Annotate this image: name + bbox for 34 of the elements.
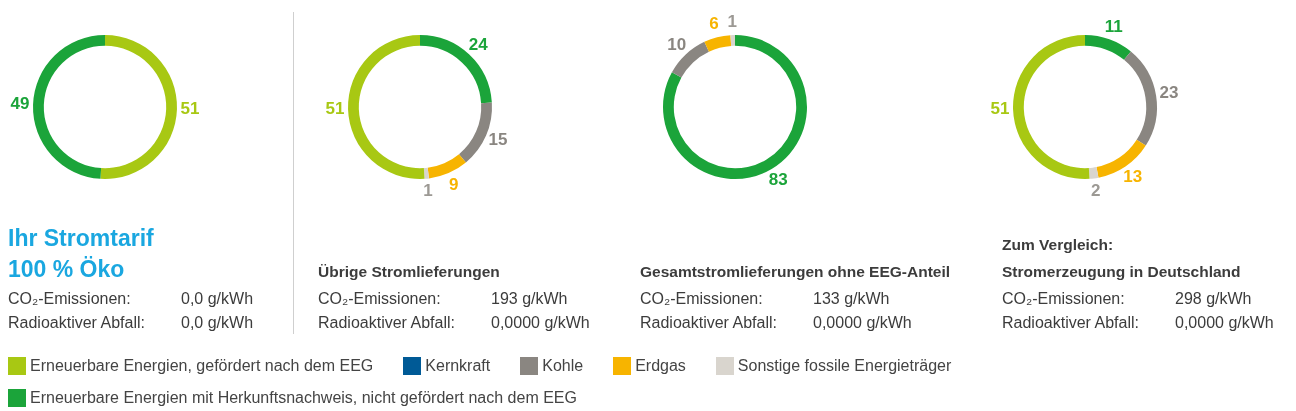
data-label: 51: [990, 99, 1010, 119]
data-label: 51: [180, 99, 200, 119]
data-label: 13: [1123, 166, 1143, 186]
text: Radioaktiver Abfall: 0,0000 g/kWh: [318, 314, 590, 331]
text: Ihr Stromtarif 100 % Öko: [8, 225, 154, 282]
legend-label: Erdgas: [635, 357, 686, 375]
legend-label: Kernkraft: [425, 357, 491, 375]
data-label: 2: [1090, 181, 1101, 201]
data-label: 11: [1104, 16, 1123, 36]
text: Gesamtstromlieferungen ohne EEG-Anteil: [640, 262, 952, 282]
text: CO₂-Emissionen: 193 g/kWh: [318, 290, 568, 307]
data-label: 1: [727, 11, 738, 31]
legend-label: Erneuerbare Energien, gefördert nach dem EEG: [30, 357, 374, 375]
data-label: 9: [449, 174, 459, 194]
text: CO₂-Emissionen: 133 g/kWh: [640, 290, 890, 307]
text: Radioaktiver Abfall: 0,0000 g/kWh: [1002, 314, 1274, 331]
text: Radioaktiver Abfall: 0,0000 g/kWh: [640, 314, 912, 331]
text: Radioaktiver Abfall: 0,0 g/kWh: [8, 314, 254, 331]
text: CO₂-Emissionen: 298 g/kWh: [1002, 290, 1252, 307]
legend-label: Sonstige fossile Energieträger: [737, 357, 952, 375]
data-label: 51: [325, 99, 345, 119]
data-label: 15: [488, 130, 508, 150]
text: Übrige Stromlieferungen: [318, 263, 500, 280]
data-label: 49: [10, 94, 30, 114]
data-label: 6: [709, 14, 719, 34]
text: Zum Vergleich: Stromerzeugung in Deutschland: [1002, 235, 1242, 282]
data-label: 1: [423, 181, 433, 201]
legend-label: Erneuerbare Energien mit Herkunftsnachweis, nicht gefördert nach dem EEG: [30, 389, 577, 407]
legend-label: Kohle: [542, 357, 584, 375]
data-label: 24: [468, 34, 489, 54]
text: CO₂-Emissionen: 0,0 g/kWh: [8, 290, 254, 307]
data-label: 10: [667, 34, 687, 54]
data-label: 83: [768, 169, 788, 189]
data-label: 23: [1159, 83, 1179, 103]
